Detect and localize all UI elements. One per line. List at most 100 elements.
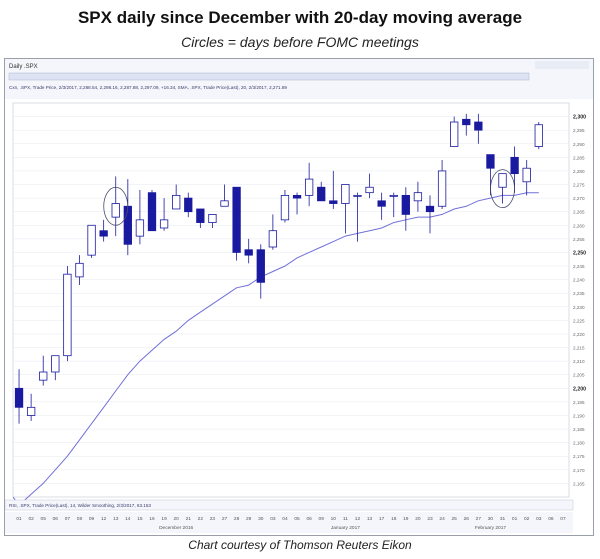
x-tick-label: 03 (270, 516, 276, 522)
candle-up (450, 121, 459, 147)
candle-up (498, 173, 507, 188)
month-label: January 2017 (331, 525, 360, 531)
y-tick-label: 2,275 (573, 183, 585, 188)
month-label: February 2017 (475, 525, 507, 531)
candle-up (111, 203, 120, 218)
legend-line: Cxn, .SPX, Trade Price, 2/3/2017, 2,288.… (9, 85, 287, 90)
candle-down (14, 387, 24, 408)
candle-up (353, 194, 362, 197)
y-tick-label: 2,225 (573, 318, 585, 323)
x-tick-label: 30 (488, 516, 494, 522)
candle-up (159, 219, 169, 229)
x-tick-label: 13 (367, 516, 373, 522)
candle-down (244, 249, 253, 256)
x-tick-label: 04 (282, 516, 288, 522)
candle-up (51, 355, 60, 373)
candle-down (196, 208, 205, 223)
candle-up (268, 230, 278, 248)
candle-up (75, 262, 84, 278)
candle-down (256, 249, 265, 283)
x-tick-label: 08 (77, 516, 83, 522)
candle-up (220, 200, 229, 207)
x-tick-label: 21 (186, 516, 192, 522)
candle-down (462, 118, 471, 126)
x-tick-label: 09 (319, 516, 325, 522)
candle-up (135, 219, 145, 237)
candle-down (184, 197, 193, 213)
candle-up (208, 214, 217, 223)
chart-subtitle: Circles = days before FOMC meetings (181, 34, 419, 50)
x-tick-label: 24 (439, 516, 445, 522)
candle-up (39, 371, 48, 381)
y-tick-label: 2,180 (573, 441, 585, 446)
x-tick-label: 10 (331, 516, 337, 522)
x-tick-label: 31 (500, 516, 506, 522)
fomc-circles (103, 169, 515, 226)
y-tick-label: 2,265 (573, 210, 585, 215)
candle-down (377, 200, 386, 207)
y-tick-label: 2,255 (573, 237, 585, 242)
x-tick-label: 20 (174, 516, 180, 522)
x-tick-label: 01 (512, 516, 518, 522)
x-tick-label: 14 (125, 516, 131, 522)
y-tick-label: 2,260 (573, 223, 585, 228)
x-tick-label: 06 (306, 516, 312, 522)
x-tick-label: 28 (234, 516, 240, 522)
candle-up (365, 186, 374, 194)
toolbar-strip[interactable] (535, 61, 589, 69)
y-tick-label: 2,170 (573, 468, 585, 473)
x-tick-label: 26 (464, 516, 470, 522)
x-tick-label: 05 (294, 516, 300, 522)
candle-up (341, 184, 350, 204)
x-tick-label: 03 (536, 516, 542, 522)
candle-up (413, 192, 423, 202)
x-tick-label: 23 (210, 516, 216, 522)
candle-down (329, 200, 338, 204)
candle-down (317, 186, 326, 202)
y-tick-label: 2,210 (573, 359, 585, 364)
candlestick-chart: Daily .SPX Cxn, .SPX, Trade Price, 2/3/2… (4, 59, 593, 533)
x-tick-label: 20 (415, 516, 421, 522)
y-tick-label: 2,190 (573, 413, 585, 418)
x-tick-label: 05 (41, 516, 47, 522)
y-tick-label: 2,215 (573, 346, 585, 351)
candle-up (280, 194, 290, 221)
candle-up (522, 167, 531, 183)
fomc-circle (103, 186, 129, 226)
candle-down (99, 230, 108, 237)
chart-frame: Daily .SPX Cxn, .SPX, Trade Price, 2/3/2… (4, 58, 594, 536)
x-tick-label: 16 (149, 516, 155, 522)
candle-down (510, 156, 519, 175)
candle-down (425, 205, 435, 213)
y-tick-label: 2,295 (573, 128, 585, 133)
y-axis: 2,165 2,170 2,175 2,180 2,185 2,190 2,195 2,200… (573, 115, 586, 487)
rsi-label: RSI, .SPX, Trade Price(Last), 14, Wilder… (9, 503, 151, 508)
x-tick-label: 01 (16, 516, 22, 522)
y-tick-label: 2,230 (573, 305, 585, 310)
y-tick-label: 2,165 (573, 481, 585, 486)
moving-average-line (12, 192, 539, 506)
grid (12, 102, 570, 498)
candle-down (486, 154, 495, 169)
x-tick-label: 11 (343, 516, 348, 522)
y-tick-label: 2,300 (573, 115, 586, 121)
month-label: December 2016 (159, 525, 193, 531)
legend-bar[interactable] (8, 72, 530, 81)
panel-header: Daily .SPX (9, 64, 38, 70)
candle-down (232, 186, 241, 253)
y-tick-label: 2,200 (573, 386, 586, 392)
candle-up (437, 170, 447, 207)
y-tick-label: 2,235 (573, 291, 585, 296)
chart-title: SPX daily since December with 20-day mov… (77, 8, 523, 27)
y-tick-label: 2,185 (573, 427, 585, 432)
candle-down (292, 194, 302, 199)
x-tick-label: 12 (355, 516, 361, 522)
x-tick-label: 18 (391, 516, 397, 522)
candle-down (401, 194, 410, 215)
candle-up (172, 194, 181, 210)
chart-credit: Chart courtesy of Thomson Reuters Eikon (188, 538, 412, 552)
x-tick-label: 06 (53, 516, 59, 522)
y-tick-label: 2,290 (573, 142, 585, 147)
candle-up (389, 194, 398, 197)
x-tick-label: 06 (548, 516, 554, 522)
